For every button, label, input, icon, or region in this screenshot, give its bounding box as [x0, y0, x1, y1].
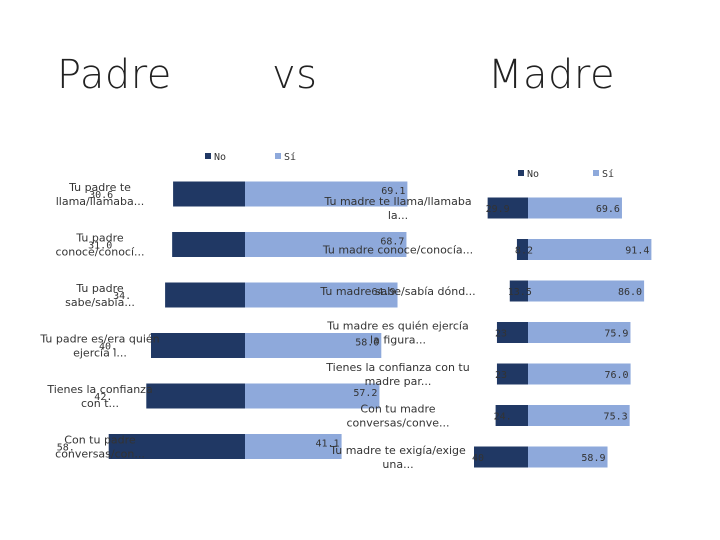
madre-value-no: 29.9: [486, 204, 510, 215]
title-vs: vs: [272, 52, 318, 98]
madre-category-label: Tu madre te exigía/exige una...: [329, 444, 466, 471]
padre-bar-no: [108, 434, 245, 459]
madre-legend-swatch-no: [518, 170, 524, 176]
madre-bar-si: [528, 239, 652, 260]
madre-bar-no: [487, 197, 528, 219]
madre-value-no: 24.: [494, 412, 512, 423]
padre-value-si: 68.7: [380, 237, 404, 248]
madre-value-si: 76.0: [605, 370, 629, 381]
madre-category-label: Tu madre es quién ejercía la figura...: [326, 320, 468, 347]
madre-category-label: Tu madre te llama/llamaba la...: [323, 195, 471, 222]
padre-bar-no: [151, 333, 245, 358]
padre-bar-no: [146, 383, 245, 409]
madre-legend-label-si: Sí: [602, 168, 614, 180]
madre-value-no: 23: [495, 370, 507, 381]
madre-bar-si: [528, 322, 631, 343]
madre-legend-swatch-si: [593, 170, 599, 176]
padre-legend-label-si: Sí: [284, 151, 296, 163]
padre-value-si: 41.1: [315, 439, 339, 450]
padre-value-no: 40.: [99, 342, 117, 353]
padre-category-label: Tienes la confianza con t...: [46, 383, 152, 410]
padre-legend-swatch-no: [205, 153, 211, 159]
padre-value-no: 34.: [113, 291, 131, 302]
madre-legend-label-no: No: [527, 169, 539, 180]
madre-bar-si: [528, 405, 630, 426]
madre-value-si: 75.9: [604, 329, 628, 340]
padre-value-si: 58.0: [355, 338, 379, 349]
padre-bar-si: [245, 434, 342, 459]
padre-bar-si: [245, 282, 398, 308]
padre-value-no: 42.: [94, 392, 112, 403]
madre-bar-si: [528, 446, 608, 468]
madre-value-no: 40: [472, 453, 484, 464]
padre-bar-no: [173, 181, 245, 207]
padre-category-label: Tu padre te llama/llamaba...: [56, 181, 145, 208]
padre-value-no: 58.: [57, 443, 75, 454]
padre-value-no: 30.6: [89, 190, 113, 201]
padre-value-si: 64.9: [371, 287, 395, 298]
madre-bar-no: [496, 363, 528, 385]
title-madre: Madre: [488, 52, 616, 98]
madre-bar-si: [528, 280, 645, 302]
padre-bar-no: [165, 282, 245, 308]
madre-category-label: Tienes la confianza con tu madre par...: [325, 361, 469, 388]
padre-legend-label-no: No: [214, 152, 226, 163]
madre-bar-si: [528, 363, 631, 385]
madre-value-si: 75.3: [604, 412, 628, 423]
madre-category-label: Tu madre sabe/sabía dónd...: [319, 285, 475, 298]
madre-category-label: Tu madre conoce/conocía...: [322, 244, 473, 257]
padre-bar-si: [245, 333, 382, 358]
padre-category-label: Tu padre conoce/conocí...: [55, 232, 144, 259]
padre-bar-si: [245, 181, 408, 207]
madre-bar-si: [528, 197, 622, 219]
padre-bar-si: [245, 232, 407, 257]
padre-bar-si: [245, 383, 380, 409]
padre-value-no: 31.0: [88, 241, 112, 252]
madre-category-label: Con tu madre conversas/conve...: [347, 403, 450, 430]
padre-bar-no: [172, 232, 245, 257]
madre-bar-no: [474, 446, 528, 468]
padre-category-label: Tu padre es/era quién ejercía l...: [39, 333, 159, 360]
madre-value-si: 69.6: [596, 204, 620, 215]
madre-value-si: 91.4: [625, 246, 649, 257]
madre-value-si: 58.9: [581, 453, 605, 464]
title-padre: Padre: [57, 52, 172, 98]
madre-value-si: 86.0: [618, 287, 642, 298]
padre-value-si: 69.1: [381, 186, 405, 197]
madre-bar-no: [495, 405, 528, 426]
madre-bar-no: [509, 280, 528, 302]
padre-legend-swatch-si: [275, 153, 281, 159]
madre-value-no: 8.2: [515, 246, 533, 257]
padre-category-label: Con tu padre conversas/con...: [55, 434, 145, 461]
madre-value-no: 13.5: [508, 287, 532, 298]
madre-bar-no: [496, 322, 528, 343]
madre-bar-no: [516, 239, 528, 260]
padre-value-si: 57.2: [353, 388, 377, 399]
padre-category-label: Tu padre sabe/sabía...: [65, 282, 135, 309]
madre-value-no: 23: [495, 329, 507, 340]
